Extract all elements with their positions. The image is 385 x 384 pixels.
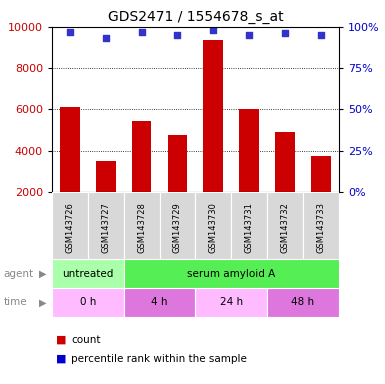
- Text: untreated: untreated: [62, 268, 114, 279]
- Bar: [195, 192, 231, 259]
- Bar: [239, 109, 259, 192]
- Bar: [52, 192, 88, 259]
- Bar: [124, 192, 159, 259]
- Text: 48 h: 48 h: [291, 297, 315, 308]
- Text: GSM143732: GSM143732: [281, 202, 290, 253]
- Text: percentile rank within the sample: percentile rank within the sample: [71, 354, 247, 364]
- Bar: [267, 192, 303, 259]
- Text: ■: ■: [56, 335, 66, 345]
- Text: ■: ■: [56, 354, 66, 364]
- Point: [210, 27, 216, 33]
- Text: 24 h: 24 h: [220, 297, 243, 308]
- Text: GSM143731: GSM143731: [244, 202, 254, 253]
- Text: GSM143733: GSM143733: [316, 202, 325, 253]
- Point: [246, 32, 252, 38]
- Bar: [52, 259, 124, 288]
- Bar: [124, 259, 339, 288]
- Bar: [52, 288, 124, 317]
- Title: GDS2471 / 1554678_s_at: GDS2471 / 1554678_s_at: [107, 10, 283, 25]
- Bar: [303, 192, 339, 259]
- Bar: [231, 192, 267, 259]
- Text: GSM143730: GSM143730: [209, 202, 218, 253]
- Point: [139, 29, 145, 35]
- Bar: [88, 192, 124, 259]
- Text: ▶: ▶: [38, 297, 46, 308]
- Bar: [159, 192, 196, 259]
- Bar: [203, 40, 223, 192]
- Text: GSM143729: GSM143729: [173, 202, 182, 253]
- Point: [67, 29, 73, 35]
- Bar: [275, 132, 295, 192]
- Text: 0 h: 0 h: [80, 297, 96, 308]
- Text: serum amyloid A: serum amyloid A: [187, 268, 275, 279]
- Text: GSM143726: GSM143726: [65, 202, 74, 253]
- Text: time: time: [4, 297, 27, 308]
- Bar: [311, 156, 331, 192]
- Text: GSM143727: GSM143727: [101, 202, 110, 253]
- Text: GSM143728: GSM143728: [137, 202, 146, 253]
- Text: count: count: [71, 335, 101, 345]
- Bar: [267, 288, 339, 317]
- Point: [174, 32, 181, 38]
- Bar: [195, 288, 267, 317]
- Point: [318, 32, 324, 38]
- Bar: [167, 135, 187, 192]
- Text: ▶: ▶: [38, 268, 46, 279]
- Point: [103, 35, 109, 41]
- Bar: [60, 108, 80, 192]
- Bar: [124, 288, 195, 317]
- Point: [282, 30, 288, 36]
- Bar: [132, 121, 151, 192]
- Text: agent: agent: [4, 268, 34, 279]
- Bar: [96, 161, 115, 192]
- Text: 4 h: 4 h: [151, 297, 168, 308]
